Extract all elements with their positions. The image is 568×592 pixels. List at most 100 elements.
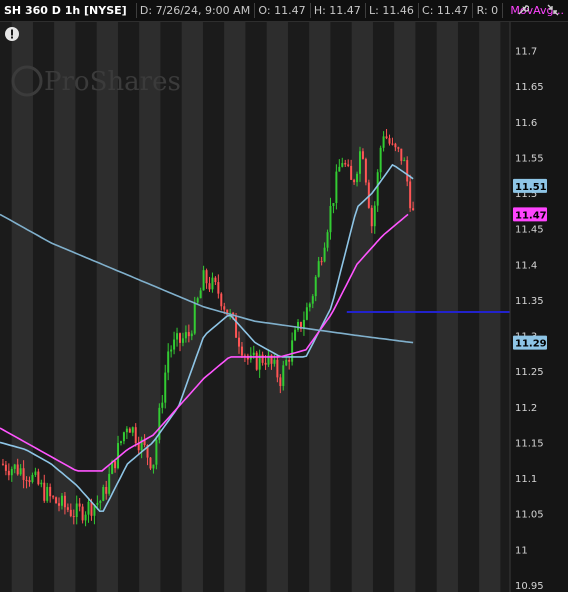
candle-body [128,428,131,433]
symbol-label[interactable]: SH 360 D 1h [NYSE] [4,4,127,17]
candle-body [202,270,205,291]
y-tick-label: 11.65 [515,82,544,93]
candle-body [155,439,158,465]
candle-body [46,486,49,501]
candle-body [238,337,241,347]
candle-body [320,261,323,263]
chart-header: SH 360 D 1h [NYSE] D: 7/26/24, 9:00 AM O… [0,0,568,22]
candle-body [55,497,58,504]
candle-body [385,136,388,139]
candle-body [72,516,75,518]
candle-body [323,247,326,262]
candle-body [75,503,78,518]
candle-body [4,464,7,471]
candle-body [273,359,276,364]
candle-body [299,322,302,329]
watermark: ProShares [11,65,181,97]
candle-body [167,351,170,373]
watermark-text: ProShares [44,67,181,97]
candle-body [31,474,34,482]
candle-body [181,338,184,343]
candle-body [196,298,199,303]
candle-body [96,502,99,505]
candle-body [140,439,143,451]
y-tick-label: 11.25 [515,367,544,378]
candle-body [193,302,196,334]
y-tick-label: 11.2 [515,403,537,414]
candle-body [125,428,128,433]
candle-body [379,147,382,173]
candle-body [270,355,273,364]
price-tag [513,207,547,222]
candle-body [358,151,361,174]
candle-body [391,143,394,145]
candle-body [220,293,223,307]
candle-body [99,500,102,503]
candle-body [152,464,155,469]
session-band [394,22,416,592]
price-tag-label: 11.47 [515,210,547,221]
candle-body [394,143,397,148]
candle-body [409,181,412,209]
candle-body [22,468,25,480]
candle-body [223,306,226,310]
candle-body [161,402,164,408]
price-tag [513,335,547,350]
candle-body [199,290,202,299]
session-band [139,22,161,592]
y-tick-label: 11 [515,545,528,556]
price-chart[interactable]: ProShares 10.95 11 11.05 11.1 11.15 11.2 11.25… [0,22,568,592]
price-tag-label: 11.29 [515,339,547,350]
candle-body [382,136,385,148]
candle-body [370,207,373,227]
session-band [224,22,246,592]
candle-body [19,468,22,475]
candle-body [211,277,214,290]
low-readout: L: 11.46 [369,4,414,17]
candle-body [294,329,297,341]
candle-body [285,359,288,366]
candle-body [25,479,28,481]
exclamation-icon[interactable] [5,27,19,41]
candle-body [364,158,367,183]
candle-body [16,464,19,475]
candle-body [66,507,69,510]
candle-body [264,362,267,365]
candle-body [131,427,134,433]
candle-body [288,359,291,362]
axis-background [510,22,568,592]
candle-body [400,148,403,161]
candle-body [34,471,37,475]
candle-body [78,503,81,507]
price-axis[interactable]: 10.951111.0511.111.1511.211.2511.311.351… [509,22,568,592]
candle-body [376,172,379,206]
candle-body [302,319,305,329]
candle-body [341,163,344,167]
candle-body [184,332,187,339]
candle-body [338,166,341,172]
candle-body [243,355,246,357]
candle-body [314,276,317,297]
candle-body [108,473,111,494]
candle-body [52,496,55,498]
candle-body [114,461,117,469]
candle-body [282,365,285,387]
candle-body [344,163,347,165]
candle-body [252,352,255,356]
candle-body [117,443,120,469]
session-band [96,22,118,592]
wrench-icon[interactable] [515,2,531,18]
range-readout: R: 0 [476,4,499,17]
collapse-icon[interactable] [545,2,561,18]
candle-body [13,464,16,469]
y-tick-label: 11.55 [515,153,544,164]
y-tick-label: 11.6 [515,118,537,129]
candle-body [1,463,4,465]
candle-body [176,333,179,340]
candle-body [146,445,149,458]
candle-body [279,377,282,387]
moving-averages [0,163,414,513]
date-readout: D: 7/26/24, 9:00 AM [139,4,251,17]
candle-body [214,277,217,283]
y-tick-label: 11.15 [515,438,544,449]
